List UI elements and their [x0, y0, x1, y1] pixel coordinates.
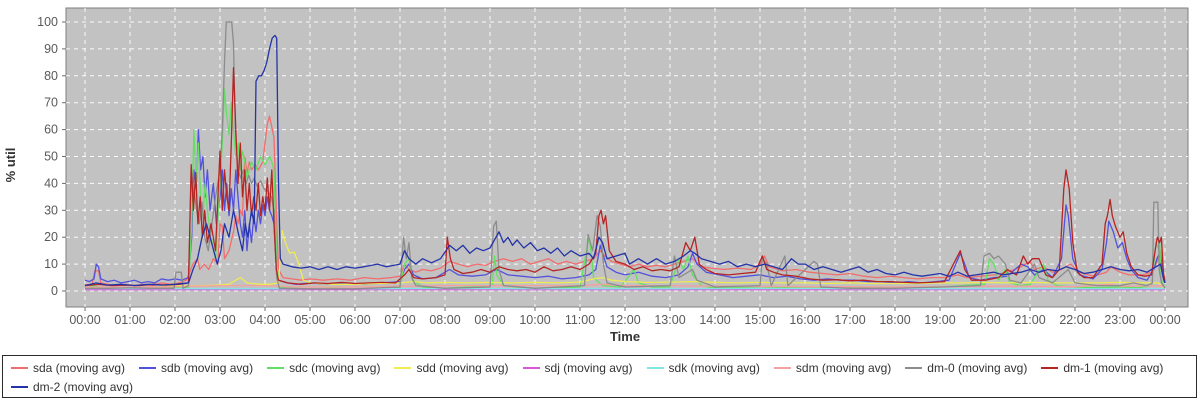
series-line-sdm [84, 283, 1166, 288]
y-tick-label: 70 [44, 96, 58, 110]
x-tick-label: 05:00 [294, 313, 325, 327]
legend: sda (moving avg) sdb (moving avg) sdc (mov… [2, 355, 1197, 398]
y-tick-label: 60 [44, 123, 58, 137]
axis-tick-labels: 0 10 20 30 40 50 60 70 80 90 100 00:00 01:00 02:00 03:… [37, 15, 1181, 327]
legend-item-label: sdb (moving avg) [161, 360, 254, 375]
legend-item-label: sdk (moving avg) [668, 360, 760, 375]
x-tick-label: 00:00 [69, 313, 100, 327]
series-lines [84, 21, 1166, 291]
x-tick-label: 02:00 [159, 313, 190, 327]
x-tick-label: 10:00 [519, 313, 550, 327]
y-tick-label: 90 [44, 42, 58, 56]
y-tick-label: 40 [44, 176, 58, 190]
axis-ticks [62, 21, 1166, 311]
legend-item-label: dm-0 (moving avg) [927, 360, 1028, 375]
legend-swatch [773, 366, 791, 369]
legend-item: sdm (moving avg) [773, 358, 892, 377]
x-tick-label: 06:00 [339, 313, 370, 327]
x-tick-label: 22:00 [1059, 313, 1090, 327]
legend-item-label: sda (moving avg) [33, 360, 126, 375]
y-tick-label: 0 [51, 284, 58, 298]
series-line-sdd [84, 229, 1166, 289]
x-tick-label: 03:00 [204, 313, 235, 327]
legend-item: dm-2 (moving avg) [11, 377, 133, 396]
y-tick-label: 80 [44, 69, 58, 83]
y-axis-title: % util [3, 148, 18, 183]
x-tick-label: 14:00 [699, 313, 730, 327]
legend-item-label: dm-1 (moving avg) [1063, 360, 1164, 375]
series-line-sdb [84, 128, 1166, 285]
legend-swatch [646, 366, 664, 369]
x-tick-label: 11:00 [565, 313, 595, 327]
x-tick-label: 17:00 [834, 313, 865, 327]
legend-swatch [11, 366, 28, 369]
y-tick-label: 30 [44, 203, 58, 217]
series-line-dm-2 [84, 34, 1166, 287]
legend-item: sdb (moving avg) [139, 358, 253, 377]
series-line-sda [84, 115, 1166, 287]
y-tick-label: 20 [44, 230, 58, 244]
legend-swatch [139, 366, 157, 369]
legend-item: dm-1 (moving avg) [1041, 358, 1163, 377]
legend-item: sdc (moving avg) [267, 358, 380, 377]
x-tick-label: 13:00 [654, 313, 685, 327]
legend-swatch [11, 385, 28, 388]
legend-item-label: dm-2 (moving avg) [33, 379, 134, 394]
gridlines [66, 8, 1188, 307]
legend-swatch [267, 366, 285, 369]
x-tick-label: 18:00 [879, 313, 910, 327]
x-tick-label: 16:00 [789, 313, 820, 327]
x-tick-label: 12:00 [609, 313, 640, 327]
x-tick-label: 15:00 [744, 313, 775, 327]
series-line-dm-0 [85, 21, 1166, 290]
x-axis-title: Time [610, 329, 640, 344]
x-tick-label: 23:00 [1104, 313, 1135, 327]
legend-item: sda (moving avg) [11, 358, 125, 377]
x-tick-label: 08:00 [429, 313, 460, 327]
legend-swatch [522, 366, 540, 369]
legend-item-label: sdd (moving avg) [416, 360, 509, 375]
legend-item: sdd (moving avg) [394, 358, 509, 377]
legend-swatch [905, 366, 923, 369]
legend-item: dm-0 (moving avg) [905, 358, 1027, 377]
y-tick-label: 10 [44, 257, 58, 271]
x-tick-label: 19:00 [924, 313, 955, 327]
y-tick-label: 100 [37, 15, 58, 29]
x-tick-label: 04:00 [249, 313, 280, 327]
utilization-chart: 0 10 20 30 40 50 60 70 80 90 100 00:00 01:00 02:00 03:… [3, 7, 1189, 344]
legend-item-label: sdm (moving avg) [795, 360, 892, 375]
x-tick-label: 20:00 [969, 313, 1000, 327]
legend-swatch [1041, 366, 1059, 369]
legend-swatch [394, 366, 412, 369]
y-tick-label: 50 [44, 150, 58, 164]
x-tick-label: 07:00 [384, 313, 415, 327]
x-tick-label: 01:00 [114, 313, 145, 327]
legend-item-label: sdc (moving avg) [289, 360, 381, 375]
legend-item: sdj (moving avg) [522, 358, 633, 377]
x-tick-label: 00:00 [1149, 313, 1180, 327]
legend-item: sdk (moving avg) [646, 358, 760, 377]
x-tick-label: 21:00 [1014, 313, 1045, 327]
x-tick-label: 09:00 [474, 313, 505, 327]
legend-item-label: sdj (moving avg) [544, 360, 633, 375]
